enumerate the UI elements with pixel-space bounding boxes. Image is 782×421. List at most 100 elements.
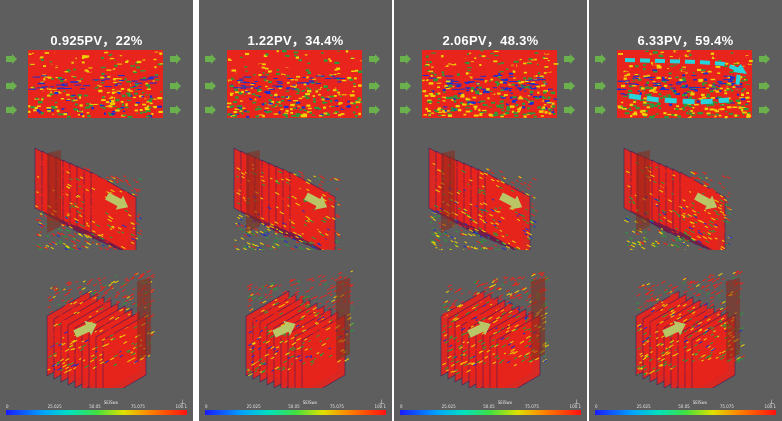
texture-speck — [300, 66, 306, 69]
cube-texture-speck — [322, 194, 326, 197]
texture-speck — [263, 111, 268, 113]
texture-speck — [263, 90, 268, 93]
cube-texture-speck — [308, 340, 311, 343]
cube-texture-speck — [321, 317, 325, 320]
texture-speck — [70, 115, 74, 119]
cube-texture-speck — [460, 292, 464, 295]
texture-speck — [669, 65, 674, 67]
texture-speck — [443, 54, 449, 56]
texture-speck — [144, 108, 150, 111]
texture-speck — [247, 102, 252, 105]
cube-texture-speck — [439, 244, 442, 247]
texture-speck — [126, 92, 131, 95]
texture-speck — [338, 94, 341, 96]
cube-texture-speck — [299, 317, 305, 321]
cube-texture-speck — [477, 234, 481, 237]
cube-texture-speck — [505, 330, 510, 333]
flow-direction-arrow-icon — [272, 320, 296, 338]
texture-speck — [268, 101, 271, 104]
texture-speck — [529, 97, 533, 99]
cube-texture-speck — [296, 354, 301, 358]
cube-texture-speck — [473, 247, 477, 250]
cube-texture-speck — [319, 233, 325, 237]
cube-texture-speck — [246, 368, 249, 371]
texture-speck — [250, 50, 254, 52]
cube-texture-speck — [92, 283, 98, 287]
cube-texture-speck — [531, 273, 536, 277]
texture-streak — [239, 81, 247, 83]
cube-texture-speck — [501, 247, 507, 250]
cube-texture-speck — [50, 246, 54, 250]
tick-2: 50.05 — [89, 404, 101, 409]
cube-texture-speck — [276, 316, 280, 319]
cube-texture-speck — [283, 240, 288, 243]
texture-speck — [271, 52, 276, 54]
texture-speck — [251, 93, 256, 95]
cube-texture-speck — [65, 347, 70, 351]
texture-speck — [31, 54, 36, 57]
cube-texture-speck — [269, 177, 273, 180]
texture-speck — [122, 99, 128, 101]
texture-speck — [537, 61, 541, 64]
texture-speck — [632, 113, 638, 116]
cube-texture-speck — [325, 337, 330, 341]
texture-speck — [319, 73, 323, 75]
cube-texture-speck — [455, 360, 460, 364]
cube-texture-speck — [75, 177, 81, 182]
texture-speck — [151, 87, 156, 90]
cube-texture-speck — [62, 362, 66, 365]
texture-streak — [55, 84, 65, 86]
cube-texture-speck — [296, 205, 300, 209]
cube-texture-speck — [294, 245, 298, 249]
texture-speck — [138, 108, 141, 110]
cube-texture-speck — [92, 291, 97, 295]
texture-speck — [239, 82, 245, 85]
cube-texture-speck — [509, 304, 514, 308]
cube-texture-speck — [311, 363, 315, 366]
texture-speck — [430, 112, 435, 114]
cube-texture-speck — [485, 205, 489, 208]
texture-speck — [545, 51, 548, 54]
texture-speck — [746, 58, 749, 61]
texture-speck — [135, 83, 140, 86]
texture-speck — [431, 52, 436, 54]
cube-texture-speck — [446, 307, 450, 310]
texture-speck — [289, 83, 294, 86]
cube-texture-speck — [489, 218, 494, 222]
texture-speck — [704, 107, 709, 111]
texture-speck — [423, 83, 428, 86]
cube-texture-speck — [503, 352, 506, 355]
texture-speck — [47, 91, 51, 93]
texture-speck — [35, 68, 40, 71]
cube-texture-speck — [542, 276, 546, 279]
texture-speck — [267, 57, 271, 59]
cube-texture-speck — [295, 174, 298, 177]
cube-texture-speck — [472, 349, 477, 353]
cube-texture-speck — [304, 348, 309, 351]
texture-speck — [250, 59, 255, 61]
texture-speck — [444, 109, 448, 112]
cube-texture-speck — [94, 227, 99, 231]
texture-speck — [459, 57, 465, 60]
cube-texture-speck — [323, 217, 328, 221]
texture-speck — [152, 80, 155, 82]
cube-texture-speck — [63, 223, 67, 226]
cube-texture-speck — [486, 292, 491, 296]
texture-speck — [111, 87, 114, 90]
texture-streak — [280, 86, 283, 88]
cube-texture-speck — [316, 352, 320, 355]
texture-speck — [523, 70, 526, 72]
cube-texture-speck — [240, 237, 245, 240]
texture-speck — [429, 61, 432, 64]
cube-texture-speck — [487, 198, 492, 201]
cube-texture-speck — [515, 179, 519, 183]
texture-streak — [117, 75, 125, 77]
cube-texture-speck — [57, 331, 63, 335]
texture-speck — [431, 90, 435, 93]
texture-speck — [666, 72, 669, 75]
cube-texture-speck — [310, 329, 315, 334]
texture-streak — [446, 83, 456, 85]
texture-speck — [42, 58, 47, 61]
texture-speck — [537, 68, 540, 71]
texture-speck — [49, 88, 52, 91]
